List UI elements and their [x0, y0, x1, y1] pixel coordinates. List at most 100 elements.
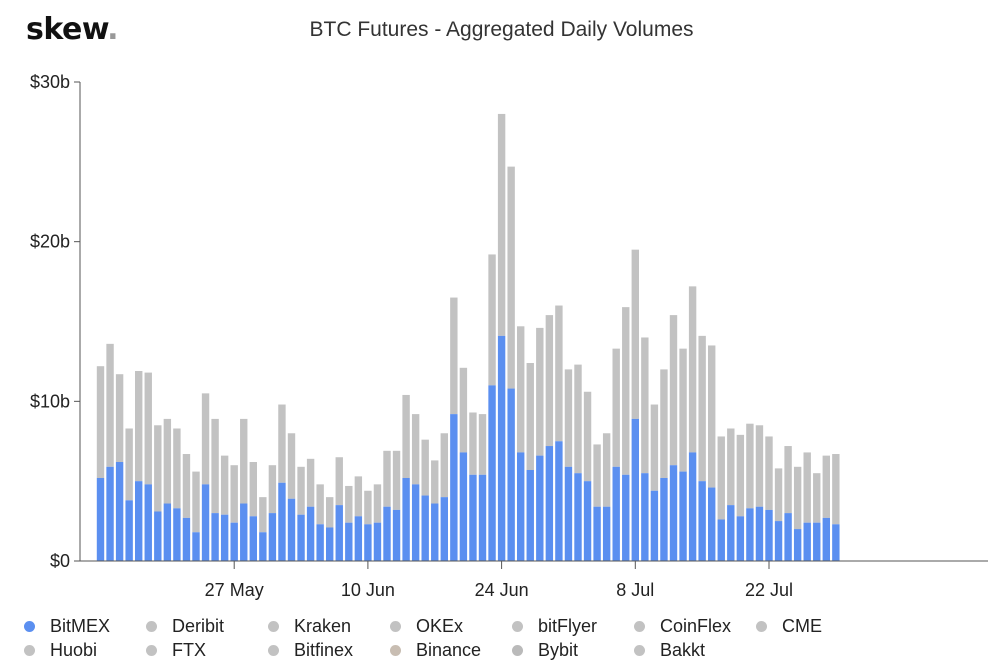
bar-segment-deribit: [306, 458, 315, 507]
bar-segment-bitmex: [220, 514, 229, 561]
bar-segment-bitmex: [708, 487, 716, 561]
bar-segment-deribit: [564, 369, 573, 467]
x-tick-label: 27 May: [205, 580, 264, 600]
legend-row: BitMEX Deribit Kraken OKEx bitFlyer CoinFlex C…: [18, 614, 998, 638]
bar-segment-bitmex: [345, 522, 353, 561]
y-axis: $0 $10b $20b $30b: [30, 72, 81, 571]
bar-segment-deribit: [163, 418, 172, 504]
legend-item-ftx[interactable]: FTX: [140, 640, 262, 661]
bar-segment-deribit: [517, 326, 525, 453]
bar-segment-deribit: [822, 455, 830, 518]
bar-segment-deribit: [612, 348, 620, 467]
bar-segment-deribit: [402, 394, 410, 478]
bar-segment-deribit: [268, 465, 277, 514]
legend-label: FTX: [172, 639, 206, 660]
bar-segment-bitmex: [803, 522, 811, 561]
legend-swatch-icon: [268, 620, 279, 632]
bar-segment-deribit: [688, 286, 697, 453]
y-tick-label: $0: [50, 551, 70, 571]
legend-label: Bybit: [538, 639, 579, 660]
bar-segment-deribit: [660, 369, 668, 478]
bar-segment-deribit: [803, 452, 811, 523]
legend-item-bitfinex[interactable]: Bitfinex: [262, 640, 384, 661]
legend-item-bybit[interactable]: Bybit: [506, 640, 628, 661]
bar-segment-deribit: [182, 454, 191, 518]
bar-segment-deribit: [536, 327, 544, 456]
legend-item-binance[interactable]: Binance: [384, 640, 506, 661]
legend-item-kraken[interactable]: Kraken: [262, 616, 384, 637]
bar-segment-deribit: [755, 425, 764, 507]
bar-segment-bitmex: [182, 517, 191, 561]
legend: BitMEX Deribit Kraken OKEx bitFlyer CoinFlex C…: [18, 614, 998, 662]
bar-segment-bitmex: [259, 532, 267, 561]
bar-segment-deribit: [708, 345, 716, 488]
legend-label: Deribit: [172, 615, 225, 636]
bar-segment-bitmex: [488, 385, 496, 561]
bar-segment-deribit: [354, 476, 363, 517]
bar-segment-bitmex: [660, 477, 668, 561]
bar-segment-deribit: [411, 414, 420, 485]
bar-segment-deribit: [144, 372, 152, 485]
bar-segment-deribit: [784, 446, 792, 514]
bar-segment-bitmex: [545, 446, 554, 561]
legend-item-okex[interactable]: OKEx: [384, 616, 506, 637]
bar-segment-bitmex: [602, 506, 611, 561]
legend-item-huobi[interactable]: Huobi: [18, 640, 140, 661]
legend-label: bitFlyer: [538, 615, 598, 636]
bar-segment-bitmex: [364, 524, 372, 561]
legend-item-bitmex[interactable]: BitMEX: [18, 616, 140, 637]
bar-segment-bitmex: [431, 503, 439, 561]
legend-item-bakkt[interactable]: Bakkt: [628, 640, 750, 661]
legend-label: BitMEX: [50, 615, 111, 636]
legend-item-bitflyer[interactable]: bitFlyer: [506, 616, 628, 637]
bar-segment-bitmex: [278, 482, 286, 561]
legend-item-deribit[interactable]: Deribit: [140, 616, 262, 637]
bar-segment-deribit: [574, 364, 582, 474]
bar-segment-deribit: [96, 366, 105, 478]
bar-segment-bitmex: [421, 495, 429, 561]
bar-segment-bitmex: [698, 481, 706, 561]
bar-segment-bitmex: [459, 452, 468, 561]
bar-segment-bitmex: [574, 473, 582, 561]
bar-segment-bitmex: [774, 521, 783, 561]
legend-item-coinflex[interactable]: CoinFlex: [628, 616, 750, 637]
bar-segment-bitmex: [669, 465, 678, 561]
bar-segment-bitmex: [688, 452, 697, 561]
legend-swatch-icon: [634, 644, 645, 656]
bar-segment-deribit: [287, 433, 296, 499]
bar-segment-bitmex: [163, 503, 172, 561]
x-tick-label: 22 Jul: [745, 580, 793, 600]
legend-label: Bakkt: [660, 639, 706, 660]
y-tick-label: $20b: [30, 232, 70, 252]
bar-segment-deribit: [526, 363, 534, 470]
legend-swatch-icon: [146, 644, 157, 656]
bar-segment-deribit: [278, 404, 286, 483]
bar-segment-deribit: [192, 471, 200, 533]
bar-segment-deribit: [383, 450, 391, 507]
bar-segment-bitmex: [306, 506, 315, 561]
bar-segment-deribit: [345, 485, 353, 523]
bar-segment-deribit: [631, 249, 639, 419]
legend-item-cme[interactable]: CME: [750, 616, 872, 637]
bar-segment-deribit: [392, 450, 401, 510]
bar-segment-bitmex: [612, 466, 620, 561]
bar-segment-bitmex: [813, 522, 821, 561]
legend-swatch-icon: [146, 620, 157, 632]
legend-label: Kraken: [294, 615, 352, 636]
bar-segment-bitmex: [297, 514, 305, 561]
bar-segment-deribit: [736, 434, 745, 517]
bar-segment-deribit: [793, 466, 802, 530]
bar-segment-deribit: [240, 418, 248, 504]
bar-segment-deribit: [249, 462, 257, 517]
bar-segment-deribit: [669, 315, 678, 466]
legend-row: Huobi FTX Bitfinex Binance Bybit Bakkt: [18, 638, 998, 662]
bar-segment-deribit: [774, 468, 783, 522]
bar-segment-bitmex: [192, 532, 200, 561]
y-tick-label: $10b: [30, 391, 70, 411]
legend-swatch-icon: [268, 644, 279, 656]
bar-segment-bitmex: [755, 506, 764, 561]
bar-segment-bitmex: [135, 481, 143, 561]
bar-segment-bitmex: [450, 414, 458, 561]
x-tick-label: 8 Jul: [616, 580, 654, 600]
logo-dot: .: [107, 12, 119, 47]
